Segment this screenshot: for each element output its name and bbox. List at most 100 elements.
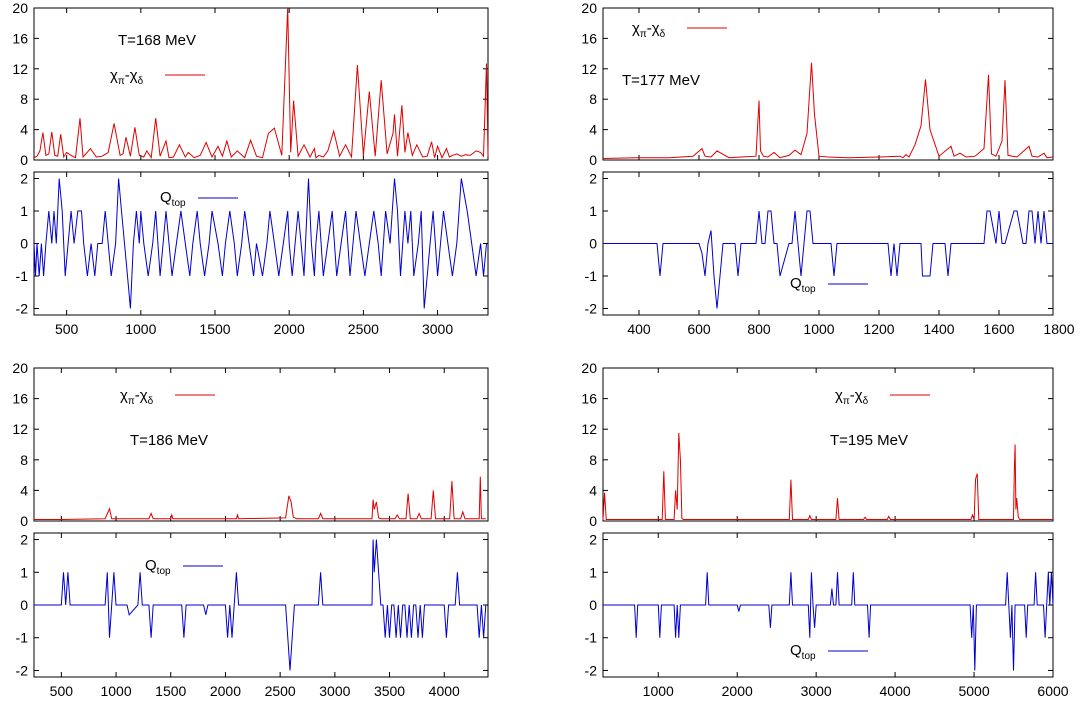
y-tick-label: 8 xyxy=(589,452,597,468)
y-tick-label: 12 xyxy=(12,421,28,437)
y-tick-label: 20 xyxy=(12,360,28,376)
y-tick-label: -1 xyxy=(16,630,29,646)
y-tick-label: 4 xyxy=(20,482,28,498)
x-tick-label: 1500 xyxy=(155,683,186,699)
legend-qtop-label: Qtop xyxy=(160,189,186,209)
y-tick-label: -1 xyxy=(585,630,598,646)
x-tick-label: 2000 xyxy=(210,683,241,699)
legend-qtop: Qtop xyxy=(145,557,223,577)
legend-qtop-label: Qtop xyxy=(790,642,816,662)
temperature-annotation: T=168 MeV xyxy=(118,32,196,49)
y-tick-label: -1 xyxy=(16,268,29,284)
y-tick-label: 0 xyxy=(589,597,597,613)
legend-chi: χπ-χδ xyxy=(110,67,205,87)
legend-qtop-label: Qtop xyxy=(145,557,171,577)
bottom-panel: -2 -1 0 1 2 xyxy=(585,171,1054,317)
x-tick-label: 3500 xyxy=(374,683,405,699)
y-tick-label: 16 xyxy=(12,30,28,46)
legend-chi: χπ-χδ xyxy=(632,20,727,40)
y-tick-label: 0 xyxy=(589,236,597,252)
top-panel: 0 4 8 12 16 20 xyxy=(12,360,489,529)
y-tick-label: 20 xyxy=(581,360,597,376)
y-tick-label: -2 xyxy=(585,662,598,678)
x-tick-label: 6000 xyxy=(1037,683,1068,699)
x-tick-label: 2000 xyxy=(274,321,305,337)
legend-qtop: Qtop xyxy=(790,275,868,295)
legend-chi-label: χπ-χδ xyxy=(835,387,869,407)
x-tick-label: 500 xyxy=(55,321,79,337)
x-tick-label: 2000 xyxy=(722,683,753,699)
y-tick-label: -2 xyxy=(16,301,29,317)
qtop-series xyxy=(34,539,487,671)
y-tick-label: 2 xyxy=(20,532,28,548)
y-tick-label: 1 xyxy=(20,564,28,580)
y-tick-label: -2 xyxy=(585,301,598,317)
legend-qtop: Qtop xyxy=(160,189,238,209)
y-tick-label: 12 xyxy=(12,61,28,77)
y-tick-label: 1 xyxy=(589,203,597,219)
y-tick-label: 0 xyxy=(20,152,28,168)
legend-chi-label: χπ-χδ xyxy=(120,387,154,407)
temperature-annotation: T=186 MeV xyxy=(130,432,208,449)
x-tick-label: 500 xyxy=(50,683,74,699)
x-tick-label: 1400 xyxy=(923,321,954,337)
x-tick-label: 600 xyxy=(687,321,711,337)
plot-frame xyxy=(602,367,1054,522)
chi-difference-series xyxy=(602,62,1054,159)
y-tick-label: 20 xyxy=(581,0,597,16)
top-panel: 0 4 8 12 16 20 xyxy=(581,0,1054,168)
plot-frame xyxy=(602,7,1054,161)
legend-qtop: Qtop xyxy=(790,642,868,662)
x-tick-label: 1500 xyxy=(199,321,230,337)
x-tick-label: 3000 xyxy=(801,683,832,699)
x-tick-label: 400 xyxy=(627,321,651,337)
legend-chi: χπ-χδ xyxy=(835,387,930,407)
y-tick-label: 8 xyxy=(20,452,28,468)
y-tick-label: 20 xyxy=(12,0,28,16)
y-tick-label: 2 xyxy=(589,171,597,187)
legend-chi-label: χπ-χδ xyxy=(110,67,144,87)
y-tick-label: 8 xyxy=(20,91,28,107)
plot-frame xyxy=(33,7,489,161)
y-tick-label: 4 xyxy=(20,122,28,138)
x-tick-label: 1000 xyxy=(100,683,131,699)
legend-chi: χπ-χδ xyxy=(120,387,215,407)
x-tick-label: 1000 xyxy=(803,321,834,337)
qtop-series xyxy=(603,572,1054,671)
x-tick-label: 1000 xyxy=(125,321,156,337)
qtop-series xyxy=(33,178,487,309)
top-panel: 0 4 8 12 16 20 xyxy=(12,0,489,168)
legend-qtop-label: Qtop xyxy=(790,275,816,295)
y-tick-label: 16 xyxy=(581,391,597,407)
temperature-annotation: T=177 MeV xyxy=(622,72,700,89)
y-tick-label: 4 xyxy=(589,482,597,498)
y-tick-label: 12 xyxy=(581,421,597,437)
y-tick-label: -2 xyxy=(16,662,29,678)
x-tick-label: 3000 xyxy=(422,321,453,337)
y-tick-label: -1 xyxy=(585,268,598,284)
x-tick-label: 2500 xyxy=(348,321,379,337)
y-tick-label: 16 xyxy=(12,391,28,407)
x-tick-label: 1800 xyxy=(1043,321,1074,337)
y-tick-label: 1 xyxy=(20,203,28,219)
plot-frame xyxy=(33,367,489,522)
x-tick-label: 4000 xyxy=(429,683,460,699)
top-panel: 0 4 8 12 16 20 xyxy=(581,360,1054,529)
y-tick-label: 0 xyxy=(20,236,28,252)
temperature-annotation: T=195 MeV xyxy=(830,432,908,449)
y-tick-label: 8 xyxy=(589,91,597,107)
y-tick-label: 4 xyxy=(589,122,597,138)
x-tick-label: 1200 xyxy=(863,321,894,337)
legend-chi-label: χπ-χδ xyxy=(632,20,666,40)
x-tick-label: 800 xyxy=(747,321,771,337)
x-tick-label: 2500 xyxy=(265,683,296,699)
x-tick-label: 3000 xyxy=(319,683,350,699)
y-tick-label: 2 xyxy=(20,171,28,187)
qtop-series xyxy=(603,210,1053,309)
chi-difference-series xyxy=(33,7,489,160)
